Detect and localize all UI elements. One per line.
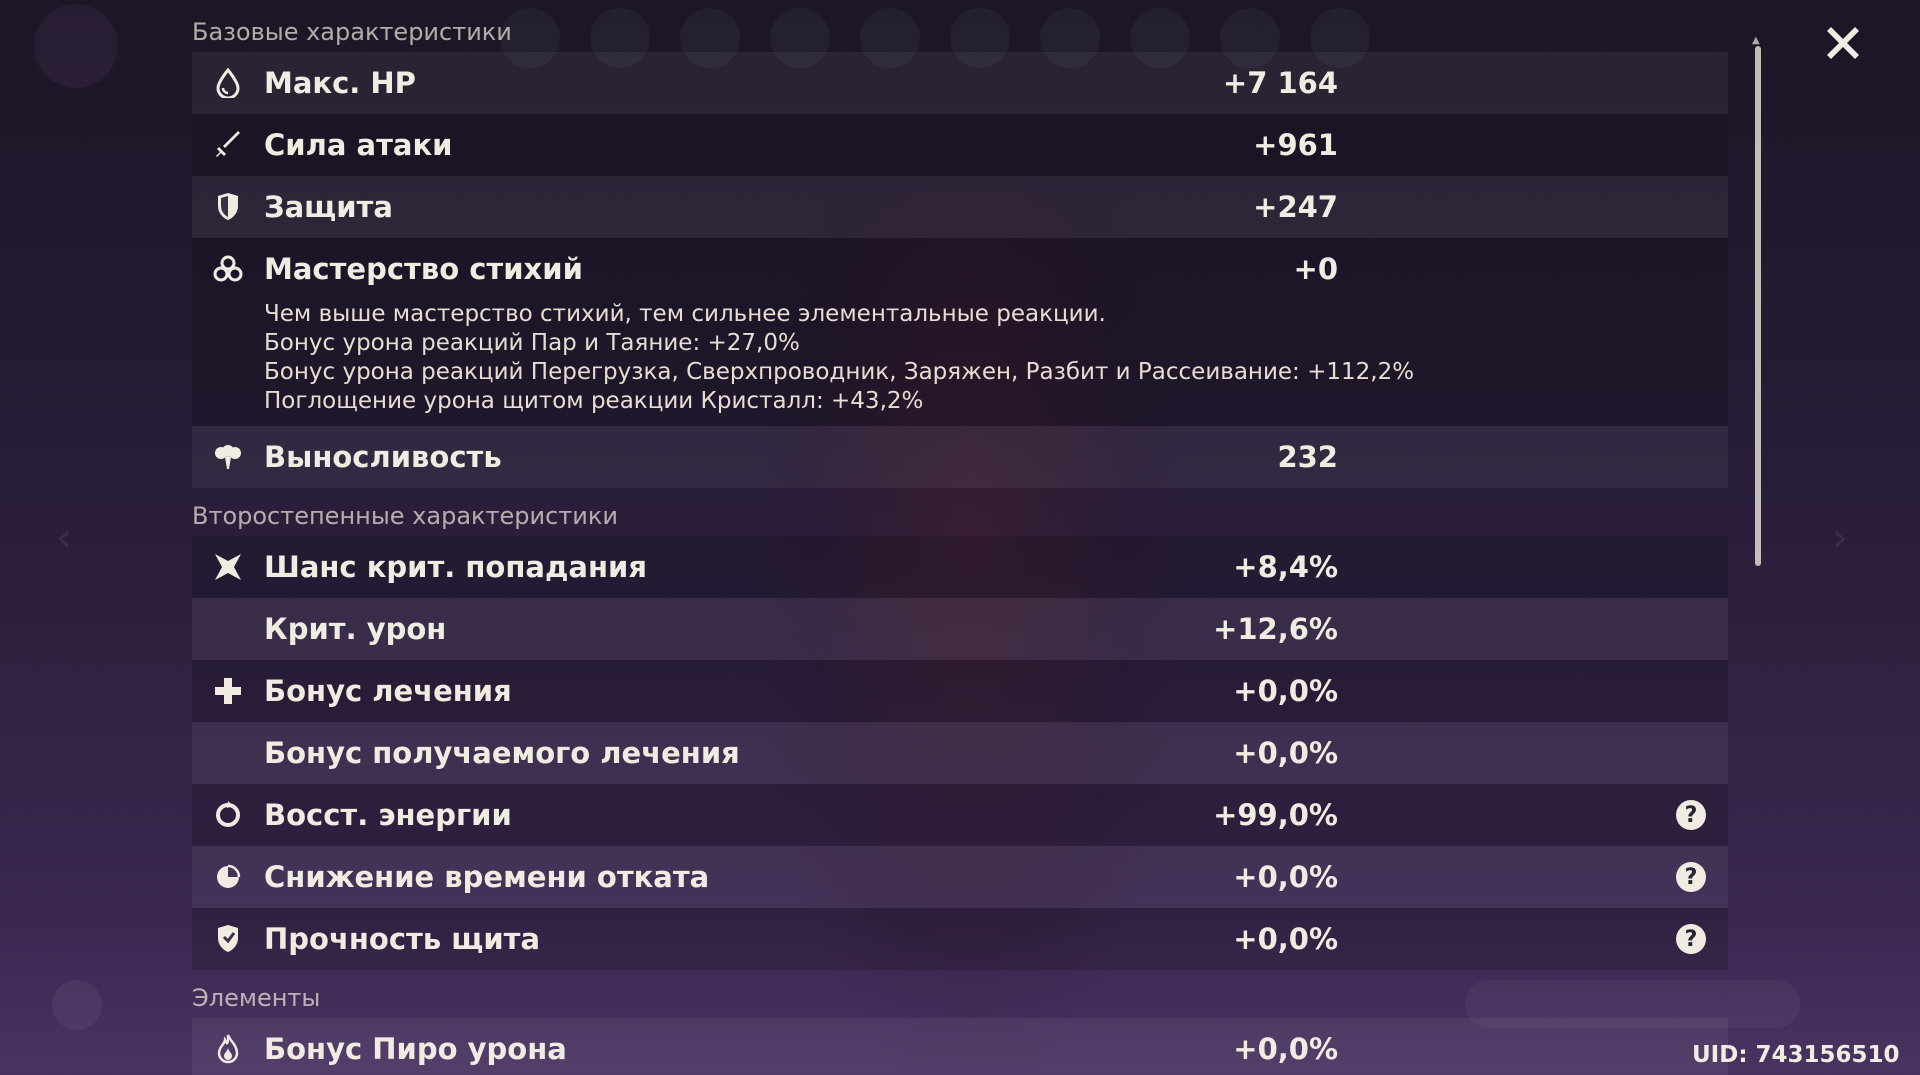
- stat-row-crit-dmg: Крит. урон +12,6%: [192, 598, 1728, 660]
- stat-value: 232: [1277, 440, 1338, 474]
- section-title-elements: Элементы: [192, 984, 321, 1012]
- stat-label: Макс. HP: [264, 66, 416, 100]
- help-icon[interactable]: ?: [1676, 924, 1706, 954]
- stat-row-incoming-healing: Бонус получаемого лечения +0,0%: [192, 722, 1728, 784]
- stat-row-defense: Защита +247: [192, 176, 1728, 238]
- background-grid-button: [52, 980, 102, 1030]
- stat-row-cd-reduction: Снижение времени отката +0,0% ?: [192, 846, 1728, 908]
- stat-label: Мастерство стихий: [264, 252, 583, 286]
- help-icon[interactable]: ?: [1676, 800, 1706, 830]
- scrollbar-thumb[interactable]: [1755, 46, 1761, 566]
- stat-label: Бонус лечения: [264, 674, 512, 708]
- crit-star-icon: [212, 551, 244, 583]
- stat-label: Крит. урон: [264, 612, 447, 646]
- uid-label: UID: 743156510: [1692, 1042, 1900, 1068]
- description-line: Бонус урона реакций Пар и Таяние: +27,0%: [264, 330, 800, 356]
- stat-value: +0: [1293, 252, 1338, 286]
- stat-row-attack: Сила атаки +961: [192, 114, 1728, 176]
- elemental-mastery-description: Чем выше мастерство стихий, тем сильнее …: [192, 300, 1728, 416]
- section-title-secondary: Второстепенные характеристики: [192, 502, 618, 530]
- stat-value: +12,6%: [1213, 612, 1338, 646]
- stat-value: +0,0%: [1233, 1032, 1338, 1066]
- shield-icon: [212, 191, 244, 223]
- close-button[interactable]: [1822, 22, 1864, 64]
- stat-label: Сила атаки: [264, 128, 453, 162]
- elemental-mastery-icon: [212, 253, 244, 285]
- shield-strength-icon: [212, 923, 244, 955]
- stat-value: +0,0%: [1233, 674, 1338, 708]
- stat-label: Бонус получаемого лечения: [264, 736, 740, 770]
- stat-value: +7 164: [1222, 66, 1338, 100]
- background-element-emblem: [34, 4, 118, 88]
- healing-cross-icon: [212, 675, 244, 707]
- background-next-arrow: ›: [1832, 515, 1848, 561]
- energy-recharge-icon: [212, 799, 244, 831]
- stat-value: +0,0%: [1233, 922, 1338, 956]
- stat-value: +247: [1253, 190, 1338, 224]
- stat-label: Шанс крит. попадания: [264, 550, 647, 584]
- stat-value: +961: [1253, 128, 1338, 162]
- stat-row-pyro-bonus: Бонус Пиро урона +0,0%: [192, 1018, 1728, 1075]
- close-icon: [1827, 27, 1859, 59]
- stat-label: Восст. энергии: [264, 798, 512, 832]
- hp-drop-icon: [212, 67, 244, 99]
- attributes-panel: Базовые характеристики Макс. HP +7 164 С…: [192, 12, 1728, 1075]
- stat-label: Защита: [264, 190, 393, 224]
- stat-value: +99,0%: [1213, 798, 1338, 832]
- stat-row-energy-recharge: Восст. энергии +99,0% ?: [192, 784, 1728, 846]
- description-line: Бонус урона реакций Перегрузка, Сверхпро…: [264, 359, 1415, 385]
- stat-row-crit-rate: Шанс крит. попадания +8,4%: [192, 536, 1728, 598]
- background-change-button: [1465, 980, 1800, 1028]
- pyro-flame-icon: [212, 1033, 244, 1065]
- sword-icon: [212, 129, 244, 161]
- stamina-icon: [212, 441, 244, 473]
- stat-block-elemental-mastery: Мастерство стихий +0 Чем выше мастерство…: [192, 238, 1728, 426]
- stat-value: +0,0%: [1233, 860, 1338, 894]
- stat-label: Прочность щита: [264, 922, 541, 956]
- description-line: Поглощение урона щитом реакции Кристалл:…: [264, 388, 924, 414]
- stat-label: Снижение времени отката: [264, 860, 710, 894]
- stat-value: +0,0%: [1233, 736, 1338, 770]
- stat-row-stamina: Выносливость 232: [192, 426, 1728, 488]
- stat-value: +8,4%: [1233, 550, 1338, 584]
- background-prev-arrow: ‹: [56, 515, 72, 561]
- stat-label: Бонус Пиро урона: [264, 1032, 567, 1066]
- help-icon[interactable]: ?: [1676, 862, 1706, 892]
- stat-label: Выносливость: [264, 440, 502, 474]
- stat-row-max-hp: Макс. HP +7 164: [192, 52, 1728, 114]
- stat-row-shield-strength: Прочность щита +0,0% ?: [192, 908, 1728, 970]
- stat-row-elemental-mastery: Мастерство стихий +0: [192, 238, 1728, 300]
- scroll-up-indicator: ▲: [1752, 35, 1760, 46]
- cooldown-icon: [212, 861, 244, 893]
- description-line: Чем выше мастерство стихий, тем сильнее …: [264, 301, 1106, 327]
- section-title-base: Базовые характеристики: [192, 18, 512, 46]
- stat-row-healing-bonus: Бонус лечения +0,0%: [192, 660, 1728, 722]
